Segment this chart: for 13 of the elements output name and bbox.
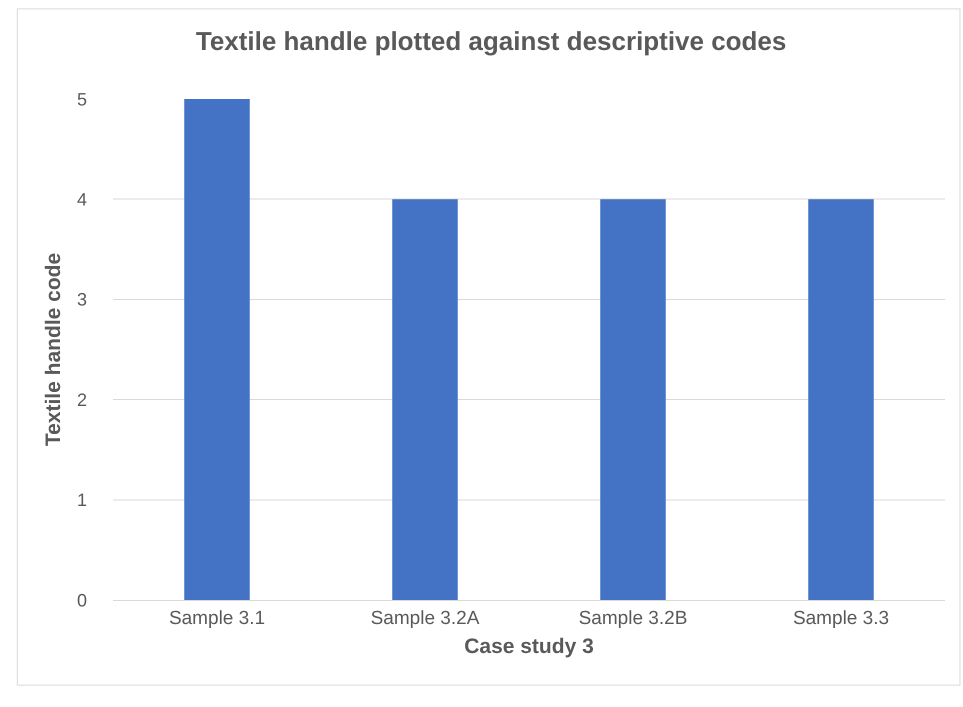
y-tick-label: 1: [76, 490, 87, 510]
y-tick-label: 2: [76, 390, 87, 410]
x-tick-label: Sample 3.3: [792, 608, 890, 629]
x-tick-label: Sample 3.2A: [370, 608, 480, 629]
y-tick-label: 0: [76, 590, 87, 610]
x-tick-label: Sample 3.2B: [578, 608, 688, 629]
x-tick-label: Sample 3.1: [168, 608, 266, 629]
chart-title: Textile handle plotted against descriptive codes: [196, 26, 786, 56]
y-axis-title: Textile handle code: [42, 252, 66, 446]
y-tick-label: 4: [76, 190, 87, 210]
y-tick-label: 5: [76, 89, 87, 110]
y-tick-label: 3: [76, 290, 87, 310]
x-axis-title: Case study 3: [464, 635, 594, 658]
